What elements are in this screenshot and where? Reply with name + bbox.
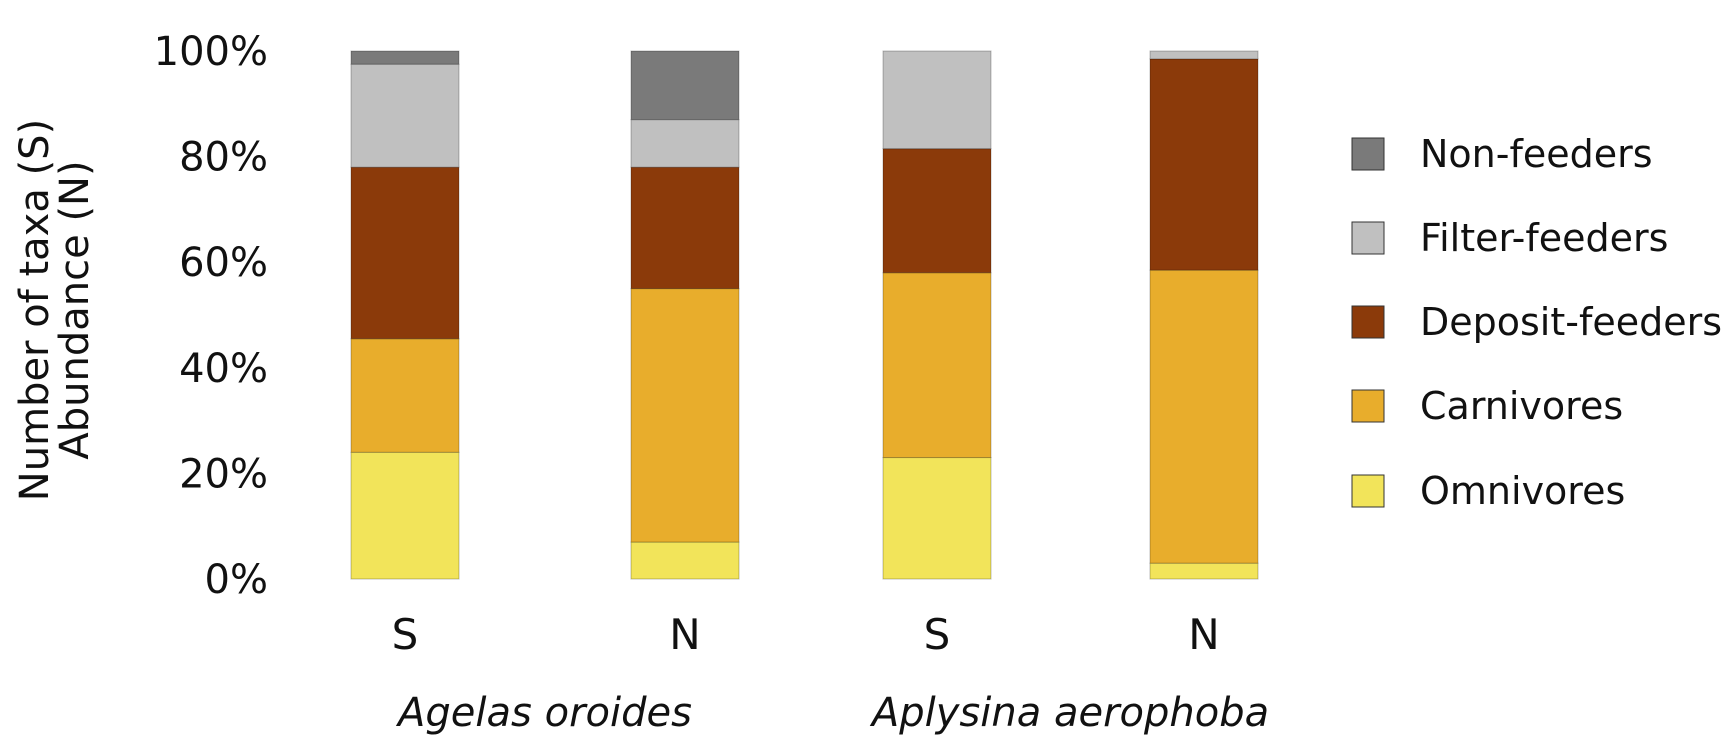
- bar-segment-filter-feeders: [630, 119, 740, 168]
- bar-segment-filter-feeders: [882, 50, 992, 150]
- legend-label: Omnivores: [1420, 469, 1625, 513]
- legend-label: Filter-feeders: [1420, 216, 1668, 260]
- bar-segment-filter-feeders: [1149, 50, 1259, 60]
- y-axis-title-line-2: Abundance (N): [52, 160, 98, 459]
- bar-segment-carnivores: [350, 338, 460, 453]
- y-axis-title-line-1: Number of taxa (S): [12, 119, 58, 501]
- x-category-label: S: [924, 610, 951, 659]
- legend-swatch: [1351, 305, 1385, 339]
- legend-swatch: [1351, 221, 1385, 255]
- y-tick-label: 100%: [154, 29, 268, 75]
- x-category-label: N: [669, 610, 700, 659]
- legend-label: Carnivores: [1420, 384, 1623, 428]
- group-label-agelas-oroides: Agelas oroides: [395, 690, 692, 736]
- bar-segment-carnivores: [882, 272, 992, 459]
- bars: [350, 50, 1259, 580]
- bar-segment-deposit-feeders: [1149, 58, 1259, 271]
- bar-segment-carnivores: [1149, 269, 1259, 564]
- legend-item-carnivores: Carnivores: [1351, 384, 1623, 428]
- bar-segment-deposit-feeders: [630, 166, 740, 290]
- legend-item-filter-feeders: Filter-feeders: [1351, 216, 1668, 260]
- legend-item-omnivores: Omnivores: [1351, 469, 1625, 513]
- y-tick-label: 20%: [179, 451, 268, 497]
- bar-stack-1: [350, 50, 460, 580]
- x-category-label: S: [392, 610, 419, 659]
- bar-segment-filter-feeders: [350, 63, 460, 168]
- legend-item-deposit-feeders: Deposit-feeders: [1351, 300, 1722, 344]
- y-tick-label: 60%: [179, 240, 268, 286]
- bar-segment-omnivores: [350, 451, 460, 580]
- legend-swatch: [1351, 474, 1385, 508]
- y-axis-title: Number of taxa (S)Abundance (N): [12, 119, 98, 501]
- y-axis-ticks: 0% 20% 40% 60% 80% 100%: [154, 29, 268, 603]
- legend-swatch: [1351, 389, 1385, 423]
- y-tick-label: 40%: [179, 346, 268, 392]
- legend: Non-feeders Filter-feeders Deposit-feeders…: [1351, 132, 1722, 513]
- bar-segment-omnivores: [882, 457, 992, 580]
- legend-item-non-feeders: Non-feeders: [1351, 132, 1653, 176]
- legend-label: Deposit-feeders: [1420, 300, 1722, 344]
- bar-segment-non-feeders: [630, 50, 740, 121]
- group-label-aplysina-aerophoba: Aplysina aerophoba: [869, 690, 1269, 736]
- legend-swatch: [1351, 137, 1385, 171]
- bar-segment-omnivores: [630, 541, 740, 580]
- bar-segment-non-feeders: [350, 50, 460, 65]
- bar-stack-4: [1149, 50, 1259, 580]
- bar-stack-3: [882, 50, 992, 580]
- bar-segment-carnivores: [630, 288, 740, 543]
- y-tick-label: 0%: [205, 557, 268, 603]
- bar-stack-2: [630, 50, 740, 580]
- bar-segment-deposit-feeders: [350, 166, 460, 340]
- legend-label: Non-feeders: [1420, 132, 1653, 176]
- bar-segment-omnivores: [1149, 562, 1259, 580]
- x-category-label: N: [1188, 610, 1219, 659]
- group-labels: Agelas oroides Aplysina aerophoba: [395, 690, 1269, 736]
- bar-segment-deposit-feeders: [882, 148, 992, 274]
- y-tick-label: 80%: [179, 135, 268, 181]
